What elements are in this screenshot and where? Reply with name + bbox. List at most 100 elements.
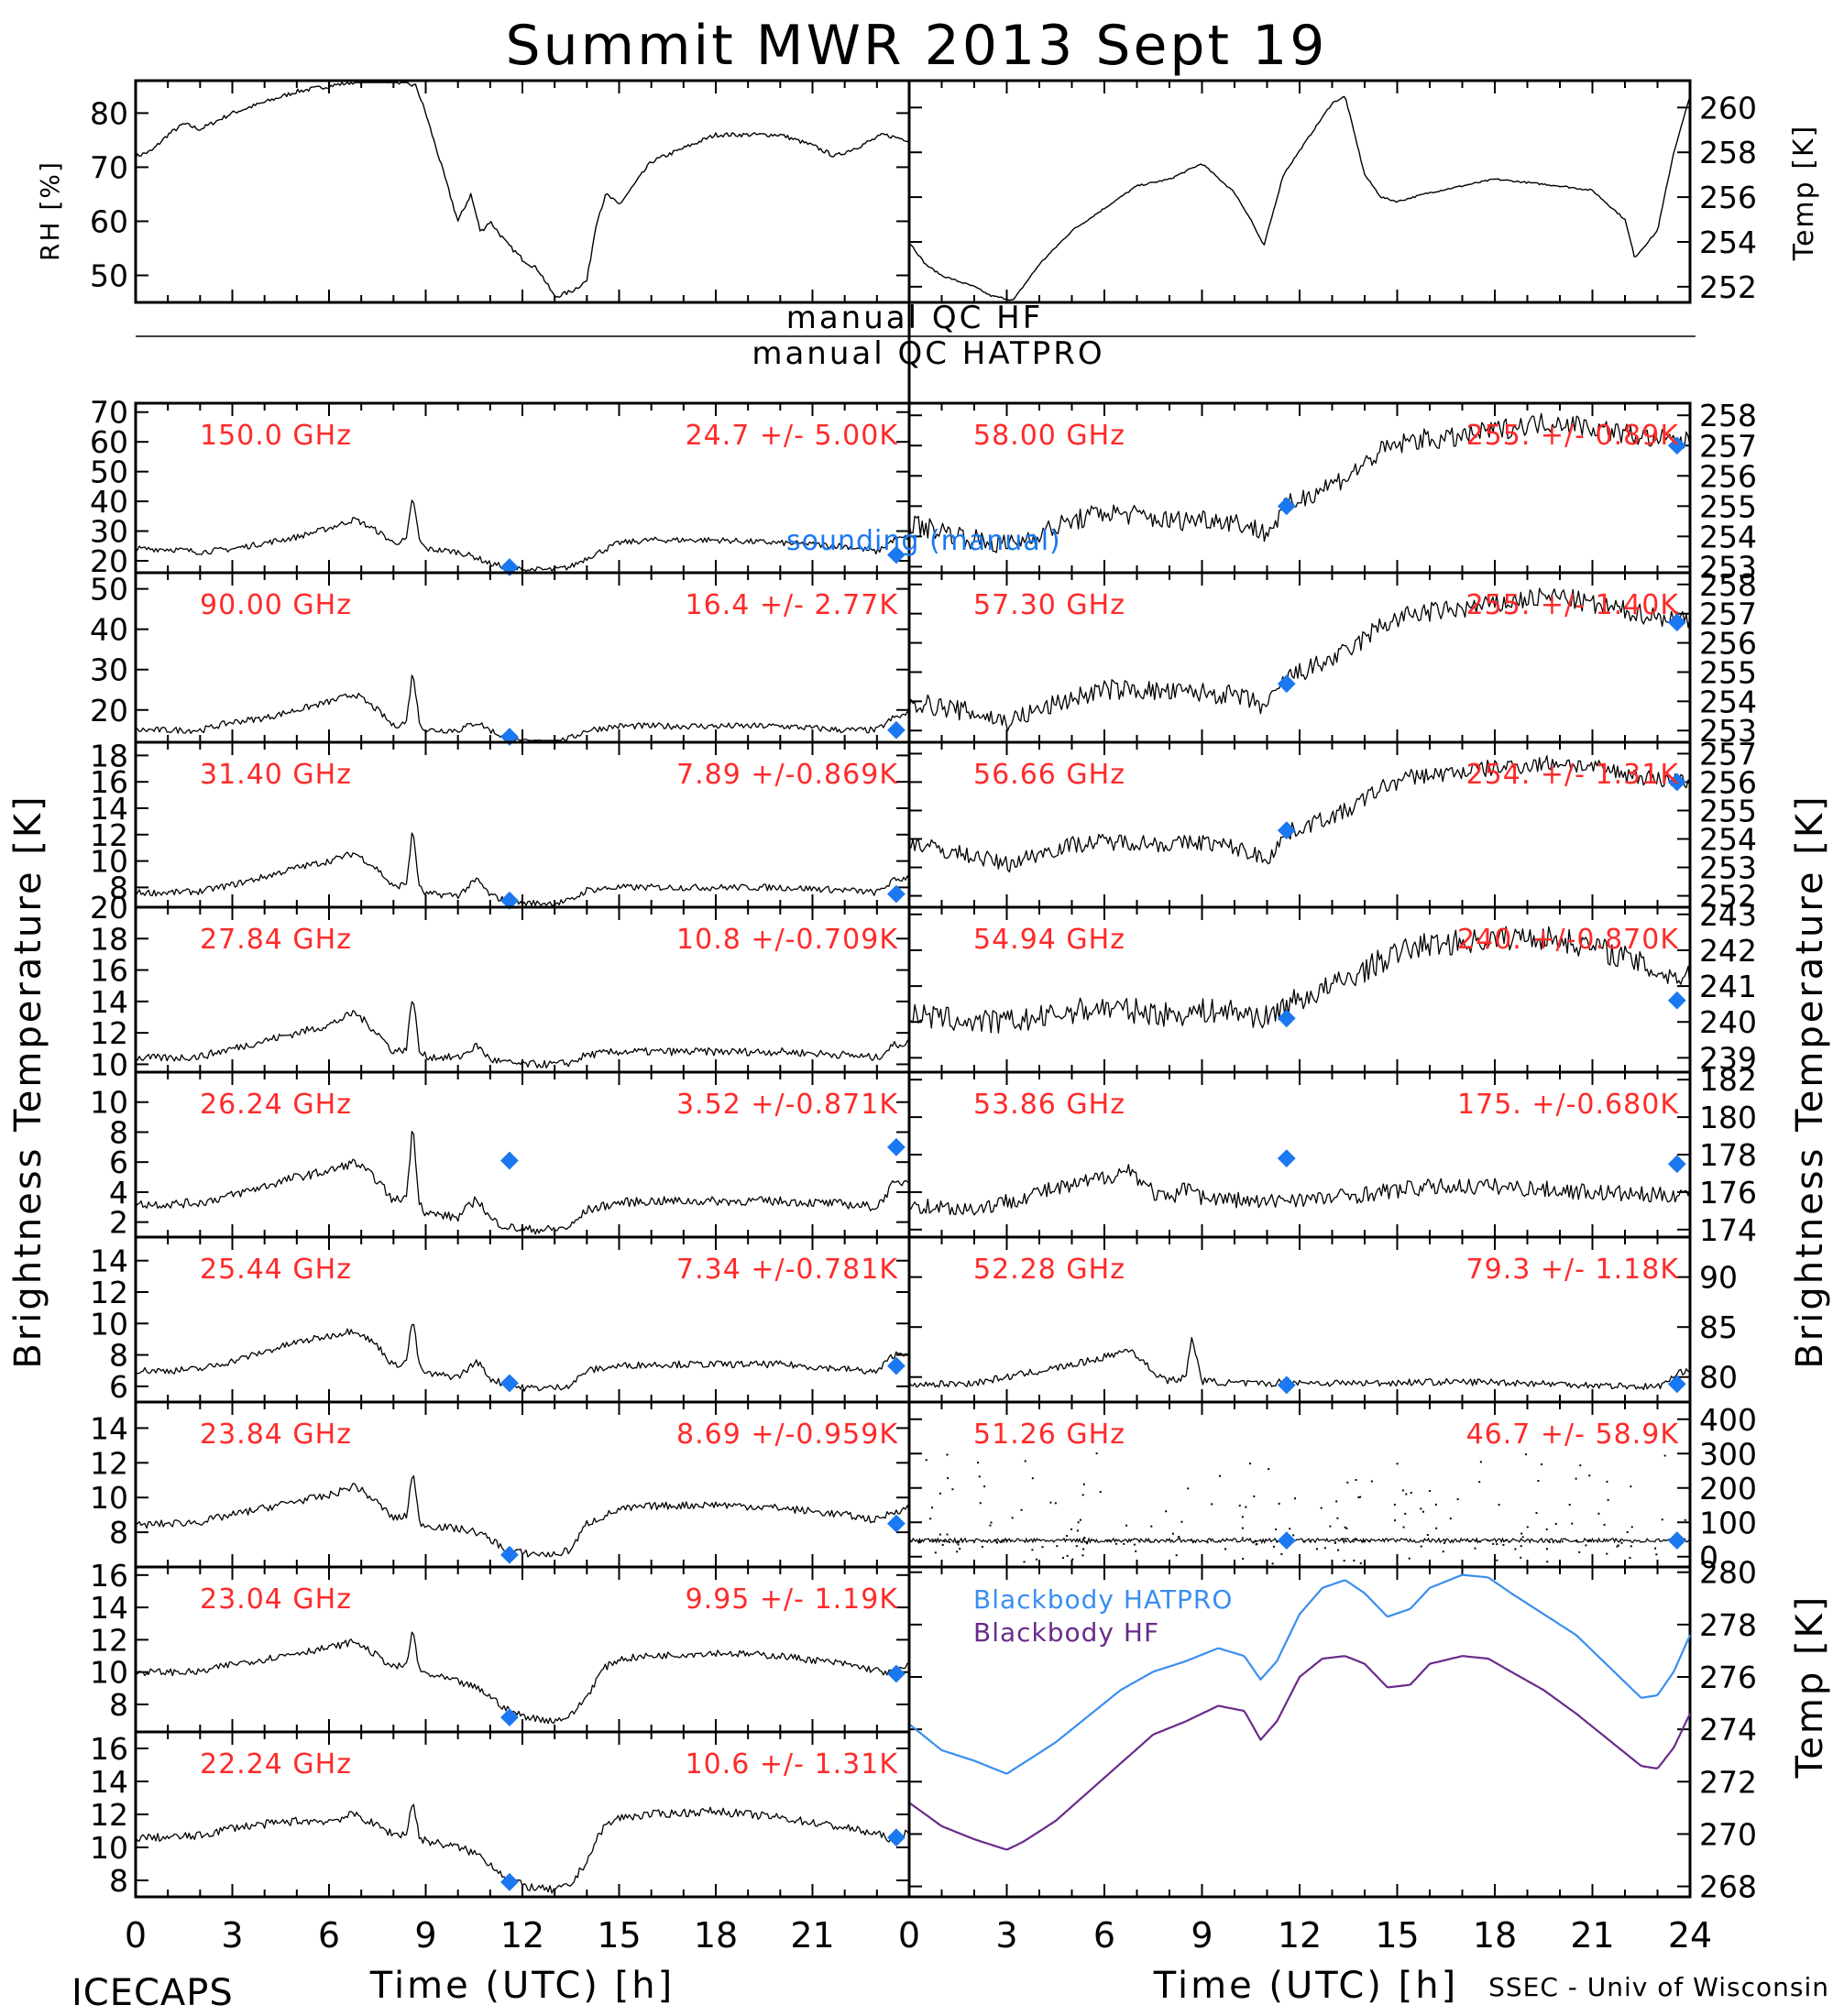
qc-label-hf: manual QC HF — [786, 300, 1044, 336]
tb-panel-5126-scatter-point — [1496, 1559, 1498, 1561]
tb-panel-2224-ytick-label: 12 — [90, 1797, 128, 1833]
tb-panel-5126-scatter-point — [1150, 1525, 1153, 1528]
tb-panel-5730-sounding-point — [1277, 674, 1296, 694]
tb-panel-5126-scatter-point — [1031, 1477, 1034, 1480]
tb-panel-5126-scatter-point — [1082, 1483, 1085, 1485]
tb-panel-5126-scatter-point — [1031, 1549, 1034, 1551]
xtick-label-left: 0 — [125, 1915, 147, 1956]
tb-panel-5126-scatter-point — [1435, 1527, 1438, 1529]
tb-panel-2544-ytick-label: 10 — [90, 1306, 128, 1342]
tb-panel-2224-channel-label: 22.24 GHz — [200, 1748, 352, 1780]
tb-panel-5126-scatter-point — [929, 1517, 932, 1520]
tb-panel-5126-ytick-label: 0 — [1699, 1539, 1718, 1575]
tb-panel-5126-stat-label: 46.7 +/- 58.9K — [1466, 1419, 1680, 1451]
blackbody-ylabel: Temp [K] — [1789, 1594, 1831, 1780]
right-ylabel: Brightness Temperature [K] — [1789, 794, 1831, 1368]
tb-panel-5126-scatter-point — [1626, 1531, 1629, 1534]
tb-panel-5666-ytick-label: 257 — [1699, 736, 1757, 772]
xtick-label-right: 3 — [995, 1915, 1017, 1956]
tb-panel-5126-scatter-point — [1474, 1547, 1476, 1550]
tb-panel-1500-ytick-label: 60 — [90, 424, 128, 460]
tb-panel-5126-scatter-point — [981, 1545, 983, 1548]
tb-panel-5126-scatter-point — [934, 1551, 937, 1554]
tb-panel-1500-sounding-point — [887, 545, 906, 564]
tb-panel-5800-ytick-label: 257 — [1699, 428, 1757, 464]
tb-panel-1500-ytick-label: 20 — [90, 543, 128, 579]
tb-panel-5126-scatter-point — [1575, 1540, 1578, 1543]
tb-panel-5494-ytick-label: 243 — [1699, 897, 1757, 933]
tb-panel-2544-ytick-label: 12 — [90, 1275, 128, 1310]
tb-panel-5386-channel-label: 53.86 GHz — [973, 1089, 1125, 1121]
tb-panel-5126-scatter-point — [946, 1453, 949, 1456]
temp-panel-ytick-label: 254 — [1699, 225, 1757, 260]
tb-panel-5126-scatter-point — [1076, 1529, 1079, 1532]
tb-panel-5126-scatter-point — [979, 1502, 982, 1505]
tb-panel-5126-scatter-point — [1401, 1489, 1404, 1492]
tb-panel-2224-series-line — [135, 1803, 910, 1894]
tb-panel-5126-scatter-point — [1520, 1556, 1522, 1559]
tb-panel-5228-channel-label: 52.28 GHz — [973, 1254, 1125, 1286]
tb-panel-5126-ytick-label: 200 — [1699, 1471, 1757, 1507]
tb-panel-5126-scatter-point — [917, 1541, 920, 1544]
tb-panel-5126-scatter-point — [1273, 1545, 1276, 1548]
xtick-label-left: 9 — [414, 1915, 436, 1956]
tb-panel-5386-ytick-label: 182 — [1699, 1062, 1757, 1098]
tb-panel-5126-scatter-point — [938, 1533, 941, 1536]
tb-panel-5730-ytick-label: 258 — [1699, 567, 1757, 603]
tb-panel-9000-ytick-label: 40 — [90, 612, 128, 648]
tb-panel-5126-scatter-point — [931, 1540, 934, 1543]
tb-panel-5126-scatter-point — [1241, 1516, 1244, 1518]
tb-panel-5126-scatter-point — [1000, 1540, 1003, 1543]
tb-panel-5126-scatter-point — [1552, 1540, 1554, 1543]
tb-panel-5126-scatter-point — [1241, 1527, 1244, 1529]
tb-panel-5126-scatter-point — [1588, 1474, 1591, 1477]
tb-panel-2624-series-line — [135, 1131, 910, 1235]
legend-blackbody-hatpro: Blackbody HATPRO — [973, 1584, 1233, 1615]
tb-panel-5126-scatter-point — [1049, 1501, 1052, 1504]
tb-panel-5126-scatter-point — [1619, 1539, 1621, 1542]
temp-panel-ytick-label: 256 — [1699, 180, 1757, 215]
tb-panel-5126-scatter-point — [1554, 1522, 1557, 1525]
tb-panel-9000-series-line — [135, 674, 910, 741]
tb-panel-5126-scatter-point — [1345, 1539, 1347, 1542]
tb-panel-5228-sounding-point — [1277, 1375, 1296, 1395]
tb-panel-2304-series-line — [135, 1631, 910, 1725]
tb-panel-5126-scatter-point — [1253, 1495, 1256, 1497]
tb-panel-5126-scatter-point — [1005, 1539, 1008, 1542]
tb-panel-5126-scatter-point — [1041, 1546, 1044, 1549]
tb-panel-5730-ytick-label: 253 — [1699, 713, 1757, 749]
tb-panel-5126-scatter-point — [1396, 1463, 1399, 1465]
tb-panel-2624-sounding-point — [887, 1137, 906, 1156]
panels: 50607080252254256258260203040506070150.0… — [90, 79, 1757, 1956]
tb-panel-9000-ytick-label: 20 — [90, 693, 128, 729]
tb-panel-5126-scatter-point — [1410, 1492, 1412, 1495]
tb-panel-5126-scatter-point — [1171, 1532, 1174, 1535]
legend-blackbody-hf: Blackbody HF — [973, 1617, 1159, 1648]
tb-panel-5126-scatter-point — [1630, 1526, 1633, 1528]
temp-panel: 252 254 256 258 260 — [907, 79, 1757, 305]
tb-panel-5126-scatter-point — [1357, 1496, 1360, 1499]
tb-panel-2624-ytick-label: 4 — [109, 1175, 128, 1211]
tb-panel-9000-sounding-point — [887, 720, 906, 740]
tb-panel-5126-scatter-point — [1429, 1490, 1432, 1493]
temp-panel-ytick-label: 252 — [1699, 269, 1757, 305]
tb-panel-5666-ytick-label: 252 — [1699, 879, 1757, 915]
tb-panel-9000-stat-label: 16.4 +/- 2.77K — [686, 589, 899, 621]
temp-panel-ytick-label: 260 — [1699, 90, 1757, 126]
tb-panel-3140-ytick-label: 12 — [90, 817, 128, 853]
tb-panel-2224-ytick-label: 14 — [90, 1764, 128, 1800]
tb-panel-5126-scatter-point — [1344, 1526, 1346, 1528]
rh-ylabel: RH [%] — [35, 160, 65, 261]
tb-panel-5126-series-line — [908, 1537, 1691, 1545]
tb-panel-5126-scatter-point — [1363, 1540, 1366, 1543]
tb-panel-2384-ytick-label: 8 — [109, 1515, 128, 1550]
tb-panel-5800-ytick-label: 258 — [1699, 398, 1757, 433]
tb-panel-2544-stat-label: 7.34 +/-0.781K — [676, 1254, 898, 1286]
tb-panel-5126-scatter-point — [1242, 1558, 1245, 1561]
tb-panel-5126-scatter-point — [1535, 1512, 1538, 1515]
tb-panel-2784-ytick-label: 18 — [90, 921, 128, 957]
tb-panel-5126-scatter-point — [1056, 1545, 1059, 1548]
tb-panel-5126-scatter-point — [1023, 1561, 1026, 1563]
